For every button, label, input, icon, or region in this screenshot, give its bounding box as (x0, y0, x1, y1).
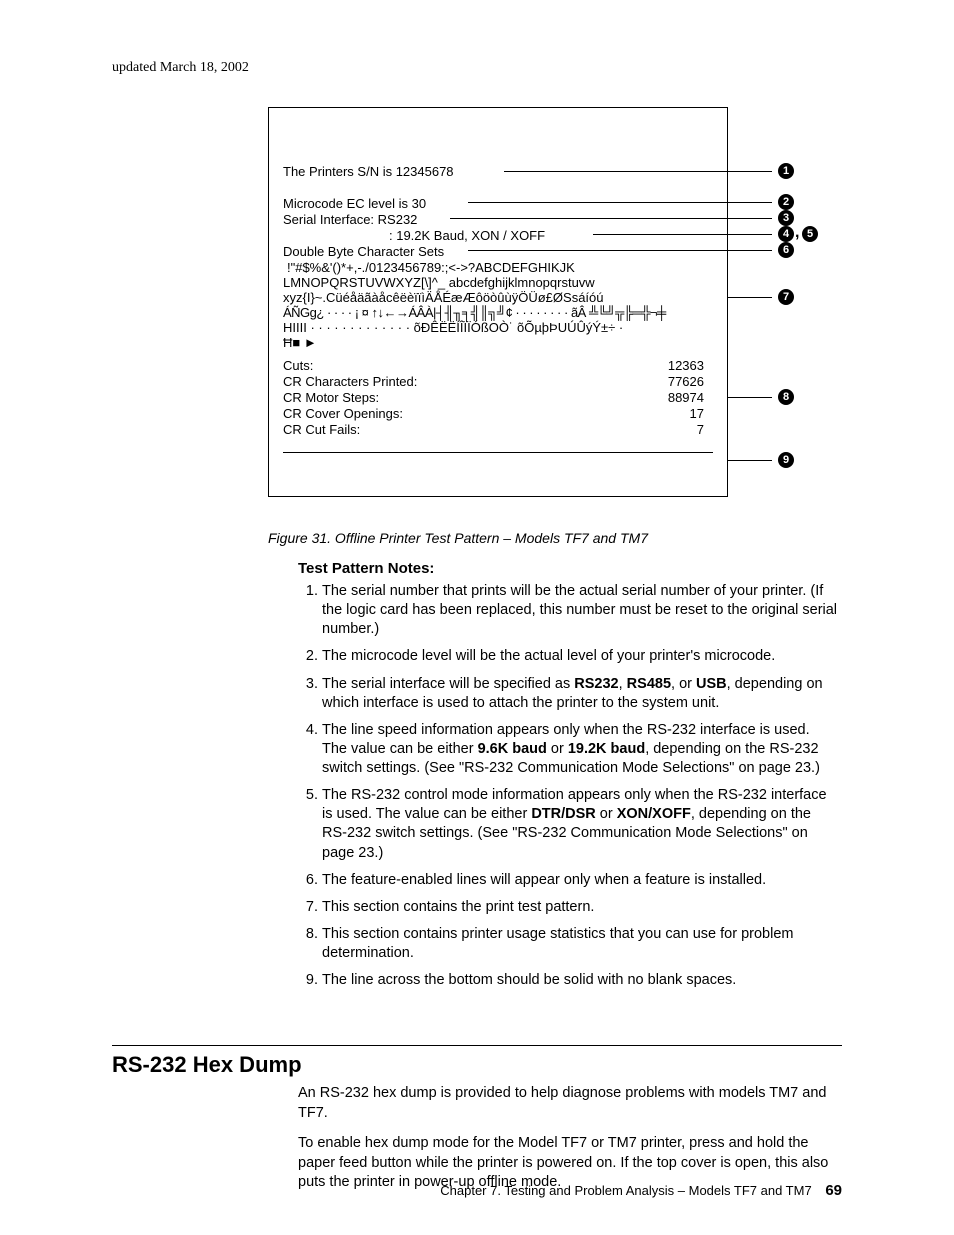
annotation-6: 6 (778, 242, 794, 258)
stat-chars-value: 77626 (659, 374, 704, 389)
notes-heading: Test Pattern Notes: (298, 560, 434, 577)
fig-ec: Microcode EC level is 30 (283, 196, 426, 211)
figure-caption: Figure 31. Offline Printer Test Pattern … (268, 530, 648, 546)
connector-1 (504, 171, 772, 172)
page: updated March 18, 2002 The Printers S/N … (0, 0, 954, 1235)
connector-7 (728, 297, 772, 298)
annotation-8: 8 (778, 389, 794, 405)
hex-dump-p1: An RS-232 hex dump is provided to help d… (298, 1084, 838, 1123)
fig-charset-row2: LMNOPQRSTUVWXYZ[\]^_ abcdefghijklmnopqrs… (283, 275, 595, 290)
stat-fails-value: 7 (659, 422, 704, 437)
fig-charset-row6: Ħ■ ► (283, 335, 317, 350)
fig-sn: The Printers S/N is 12345678 (283, 164, 454, 179)
annotation-7: 7 (778, 289, 794, 305)
note-3: The serial interface will be specified a… (322, 675, 838, 713)
annotation-2: 2 (778, 194, 794, 210)
fig-charset-row3: xyz{I}~.CüéåäãàåcêëèïïìÄÅÉæÆôöòûùÿÖÜø£ØS… (283, 290, 604, 305)
footer: Chapter 7. Testing and Problem Analysis … (440, 1182, 842, 1199)
note-1: The serial number that prints will be th… (322, 582, 838, 639)
connector-4-5 (593, 234, 772, 235)
stat-steps-label: CR Motor Steps: (283, 390, 379, 405)
connector-3 (450, 218, 772, 219)
stat-cuts-label: Cuts: (283, 358, 313, 373)
fig-dbcs: Double Byte Character Sets (283, 244, 444, 259)
fig-baud: : 19.2K Baud, XON / XOFF (389, 228, 545, 243)
note-6: The feature-enabled lines will appear on… (322, 871, 838, 890)
figure-box: The Printers S/N is 12345678 Microcode E… (268, 107, 728, 497)
connector-9 (728, 460, 772, 461)
stat-steps-value: 88974 (659, 390, 704, 405)
annotation-4: 4 (778, 226, 794, 242)
connector-8 (728, 397, 772, 398)
figure-31-region: The Printers S/N is 12345678 Microcode E… (268, 107, 838, 497)
test-pattern-notes: The serial number that prints will be th… (298, 582, 838, 998)
updated-header: updated March 18, 2002 (112, 60, 249, 76)
annotation-3: 3 (778, 210, 794, 226)
footer-chapter: Chapter 7. Testing and Problem Analysis … (440, 1183, 811, 1198)
note-8: This section contains printer usage stat… (322, 925, 838, 963)
stat-covers-label: CR Cover Openings: (283, 406, 403, 421)
fig-bottom-rule (283, 452, 713, 453)
connector-6 (468, 250, 772, 251)
note-4: The line speed information appears only … (322, 721, 838, 778)
connector-2 (468, 202, 772, 203)
fig-charset-row4: ÁÑGg¿ · · · · ¡ ¤ ↑↓←→ÁÂÀ|┤╢╖╕╣║╗╝¢ · · … (283, 305, 666, 320)
stat-chars-label: CR Characters Printed: (283, 374, 417, 389)
annotation-comma: , (795, 224, 799, 242)
note-2: The microcode level will be the actual l… (322, 647, 838, 666)
fig-charset-row5: HIIII · · · · · · · · · · · · · õÐÊËËÍÎÏ… (283, 320, 623, 335)
annotation-9: 9 (778, 452, 794, 468)
page-number: 69 (825, 1182, 842, 1199)
stat-fails-label: CR Cut Fails: (283, 422, 360, 437)
annotation-1: 1 (778, 163, 794, 179)
section-rule (112, 1045, 842, 1046)
note-7: This section contains the print test pat… (322, 898, 838, 917)
section-title: RS-232 Hex Dump (112, 1052, 302, 1078)
note-5: The RS-232 control mode information appe… (322, 786, 838, 863)
stat-cuts-value: 12363 (659, 358, 704, 373)
fig-charset-row1: !"#$%&'()*+,-./0123456789:;<->?ABCDEFGHI… (287, 260, 575, 275)
note-9: The line across the bottom should be sol… (322, 971, 838, 990)
annotation-5: 5 (802, 226, 818, 242)
stat-covers-value: 17 (659, 406, 704, 421)
fig-iface: Serial Interface: RS232 (283, 212, 417, 227)
